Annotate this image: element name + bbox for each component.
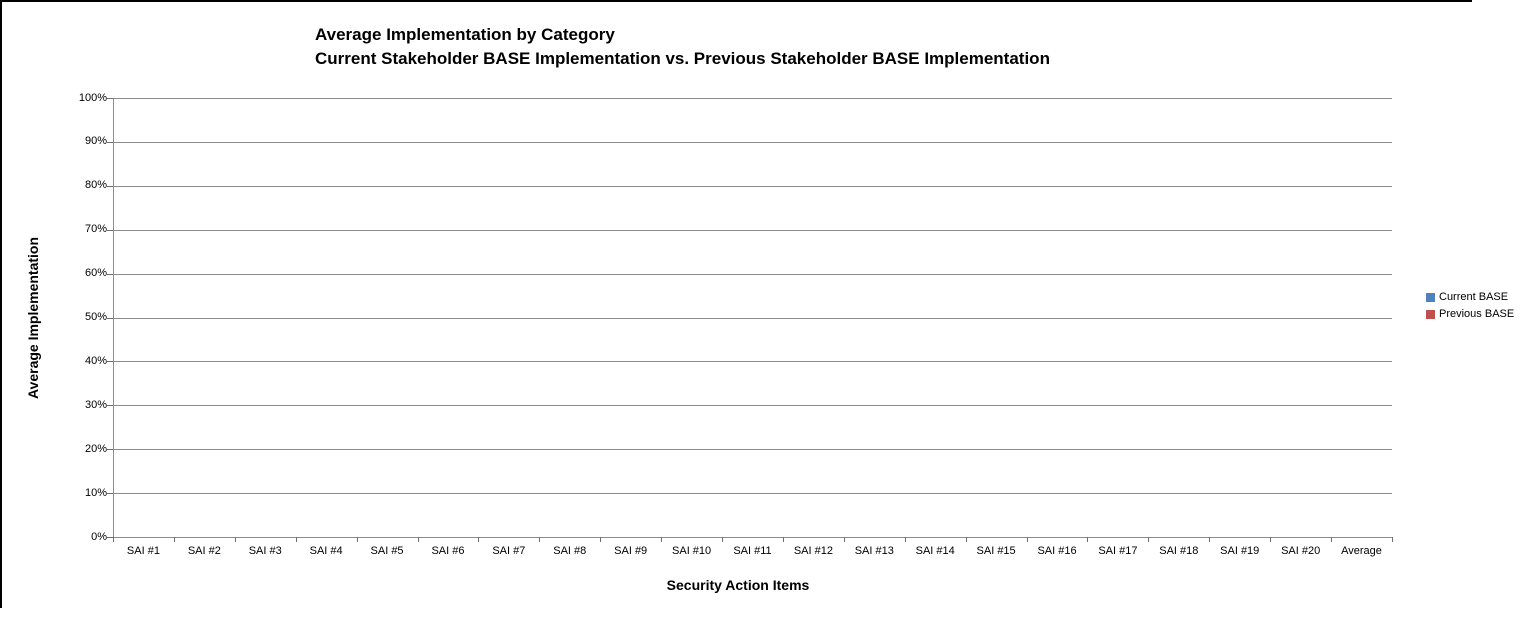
chart-title: Average Implementation by Category Curre… xyxy=(315,23,1050,71)
y-gridline xyxy=(113,493,1392,495)
y-axis-title: Average Implementation xyxy=(25,236,41,400)
x-axis-tick xyxy=(1331,537,1333,542)
x-axis-tick xyxy=(295,537,297,542)
x-category-label: SAI #17 xyxy=(1098,545,1138,557)
x-category-label: SAI #4 xyxy=(309,545,343,557)
y-axis-tick xyxy=(107,537,113,538)
y-axis-line xyxy=(113,98,114,538)
y-axis-tick xyxy=(107,361,113,363)
legend-label: Current BASE xyxy=(1439,291,1509,303)
x-category-label: SAI #20 xyxy=(1281,545,1321,557)
y-axis-tick xyxy=(107,141,113,143)
x-category-label: SAI #13 xyxy=(854,545,894,557)
x-axis-tick xyxy=(904,537,906,542)
x-axis-tick xyxy=(843,537,845,542)
y-axis-tick xyxy=(107,229,113,231)
x-category-label: SAI #6 xyxy=(431,545,465,557)
x-category-label: SAI #9 xyxy=(614,545,648,557)
y-tick-label: 20% xyxy=(84,442,107,455)
y-gridline xyxy=(113,273,1392,275)
y-tick-label: 30% xyxy=(84,398,107,411)
x-axis-tick xyxy=(782,537,784,542)
x-category-label: SAI #5 xyxy=(370,545,404,557)
x-axis-tick xyxy=(1209,537,1211,542)
x-axis-tick xyxy=(965,537,967,542)
x-category-label: SAI #15 xyxy=(976,545,1016,557)
y-tick-label: 10% xyxy=(84,486,107,499)
y-tick-label: 70% xyxy=(84,223,107,236)
x-axis-title: Security Action Items xyxy=(666,577,810,593)
x-category-label: SAI #1 xyxy=(126,545,160,557)
y-tick-label: 100% xyxy=(78,91,107,104)
y-gridline xyxy=(113,361,1392,363)
x-category-label: SAI #2 xyxy=(187,545,221,557)
x-axis-tick xyxy=(1270,537,1272,542)
legend-swatch-previous-base xyxy=(1426,310,1435,319)
legend: Current BASE Previous BASE xyxy=(1426,291,1514,321)
x-axis-tick xyxy=(478,537,480,542)
x-axis-tick xyxy=(539,537,541,542)
y-gridline xyxy=(113,141,1392,143)
x-axis-tick xyxy=(173,537,175,542)
x-axis-tick xyxy=(722,537,724,542)
x-axis-tick xyxy=(234,537,236,542)
x-category-label: SAI #8 xyxy=(553,545,587,557)
x-category-label: Average xyxy=(1341,545,1382,557)
y-gridline xyxy=(113,405,1392,407)
y-tick-label: 50% xyxy=(84,311,107,323)
y-axis-tick xyxy=(107,317,113,319)
y-tick-label: 80% xyxy=(84,179,107,192)
x-category-label: SAI #16 xyxy=(1037,545,1077,557)
x-axis-tick xyxy=(1087,537,1089,542)
chart-border-top xyxy=(0,0,1472,2)
x-axis-tick xyxy=(1148,537,1150,542)
y-tick-label: 90% xyxy=(84,135,107,148)
y-tick-label: 40% xyxy=(84,354,107,367)
y-axis-tick xyxy=(107,185,113,187)
legend-label: Previous BASE xyxy=(1439,308,1515,320)
chart-title-line2: Current Stakeholder BASE Implementation … xyxy=(315,49,1050,68)
legend-swatch-current-base xyxy=(1426,293,1435,302)
y-axis-tick xyxy=(107,449,113,451)
y-gridline xyxy=(113,229,1392,231)
legend-item: Current BASE xyxy=(1426,291,1514,304)
x-axis-tick xyxy=(1392,537,1393,542)
x-axis-tick xyxy=(113,537,114,542)
x-category-label: SAI #7 xyxy=(492,545,526,557)
y-axis-tick xyxy=(107,273,113,275)
x-axis-tick xyxy=(661,537,663,542)
y-axis-tick xyxy=(107,493,113,495)
y-gridline xyxy=(113,317,1392,319)
y-gridline xyxy=(113,537,1392,538)
x-category-label: SAI #10 xyxy=(672,545,712,557)
y-tick-label: 60% xyxy=(84,267,107,280)
legend-item: Previous BASE xyxy=(1426,308,1514,321)
x-category-label: SAI #18 xyxy=(1159,545,1199,557)
y-tick-label: 0% xyxy=(91,530,107,543)
x-axis-tick xyxy=(356,537,358,542)
x-category-label: SAI #3 xyxy=(248,545,282,557)
y-gridline xyxy=(113,449,1392,451)
y-axis-tick xyxy=(107,98,113,99)
x-axis-tick xyxy=(600,537,602,542)
chart-title-line1: Average Implementation by Category xyxy=(315,25,615,44)
x-category-label: SAI #12 xyxy=(793,545,833,557)
x-axis-tick xyxy=(417,537,419,542)
x-axis-tick xyxy=(1026,537,1028,542)
y-gridline xyxy=(113,98,1392,99)
x-category-label: SAI #19 xyxy=(1220,545,1260,557)
chart-border-left xyxy=(0,0,2,608)
y-axis-tick xyxy=(107,405,113,407)
y-gridline xyxy=(113,185,1392,187)
x-category-label: SAI #11 xyxy=(733,545,772,557)
x-category-label: SAI #14 xyxy=(915,545,955,557)
